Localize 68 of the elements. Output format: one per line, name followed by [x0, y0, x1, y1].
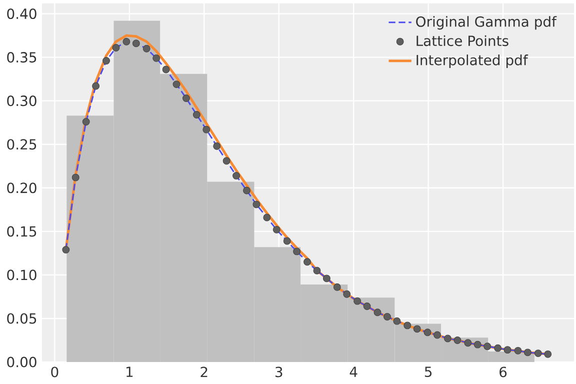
point	[132, 40, 140, 48]
point	[424, 328, 432, 336]
y-tick-label: 0.40	[7, 8, 36, 20]
point	[293, 248, 301, 256]
point	[72, 174, 80, 182]
y-tick-label: 0.35	[7, 52, 36, 63]
point	[444, 334, 452, 342]
point	[514, 346, 522, 354]
y-tick-label: 0.25	[7, 139, 36, 150]
point	[213, 142, 221, 150]
x-tick-label: 1	[126, 366, 133, 377]
x-tick-label: 4	[350, 366, 358, 377]
legend-label: Lattice Points	[416, 35, 508, 46]
point	[192, 111, 200, 118]
point	[112, 44, 120, 52]
y-tick-label: 0.20	[7, 182, 36, 194]
point	[322, 274, 330, 282]
point	[434, 331, 441, 339]
point	[343, 290, 351, 298]
point	[393, 317, 401, 325]
point	[504, 346, 512, 354]
legend-label: Interpolated pdf	[416, 54, 528, 68]
point	[162, 66, 170, 74]
point	[222, 157, 230, 165]
point	[544, 350, 552, 358]
point	[102, 57, 110, 65]
point	[464, 339, 472, 347]
point	[313, 266, 321, 274]
point	[152, 54, 160, 62]
point	[232, 172, 240, 180]
point	[243, 186, 250, 194]
x-tick-label: 3	[275, 366, 282, 378]
point	[202, 126, 210, 134]
point	[62, 246, 70, 254]
y-tick-label: 0.30	[7, 96, 36, 106]
point	[283, 237, 291, 245]
point	[304, 258, 311, 266]
point	[82, 118, 90, 126]
point	[272, 226, 280, 234]
point	[182, 94, 190, 102]
point	[474, 340, 482, 348]
point	[252, 200, 260, 208]
point	[494, 344, 502, 352]
point	[354, 297, 362, 305]
x-tick-label: 0	[51, 366, 58, 378]
point	[122, 38, 130, 46]
point	[333, 283, 341, 291]
point	[263, 214, 271, 222]
point	[454, 336, 462, 344]
point	[363, 302, 371, 310]
x-tick-label: 2	[200, 366, 208, 378]
point	[413, 325, 421, 333]
y-tick-label: 0.00	[7, 356, 36, 368]
point	[374, 308, 382, 316]
point	[404, 322, 412, 330]
y-tick-label: 0.15	[7, 226, 36, 237]
point	[142, 44, 150, 52]
point	[534, 350, 542, 358]
point	[172, 80, 180, 88]
point	[92, 82, 100, 90]
x-tick-label: 6	[500, 366, 507, 378]
x-tick-label: 5	[424, 366, 432, 378]
legend-label: Original Gamma pdf	[416, 16, 557, 30]
point	[383, 313, 391, 320]
point	[524, 348, 532, 356]
y-tick-label: 0.10	[7, 270, 36, 280]
y-tick-label: 0.05	[7, 313, 36, 324]
point	[484, 342, 492, 350]
